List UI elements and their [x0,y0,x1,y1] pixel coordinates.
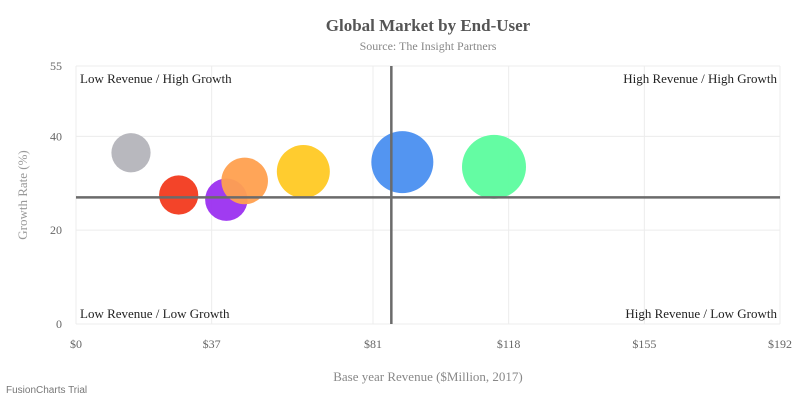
x-tick-label: $37 [203,337,221,351]
watermark: FusionCharts Trial [6,385,87,396]
x-tick-label: $0 [70,337,82,351]
x-axis-ticks: $0 $37 $81 $118 $155 $192 [70,337,792,351]
bubble-point [371,131,434,194]
x-tick-label: $118 [497,337,521,351]
y-tick-label: 0 [56,317,62,331]
quadrant-lines [76,66,780,324]
y-tick-label: 40 [50,129,62,143]
x-axis-title: Base year Revenue ($Million, 2017) [333,369,523,384]
bubble-point [276,145,330,199]
y-tick-label: 55 [50,59,62,73]
bubble-point [159,175,199,215]
bubble-point [221,157,268,205]
quadrant-label-top-left: Low Revenue / High Growth [80,71,232,86]
quadrant-label-top-right: High Revenue / High Growth [623,71,777,86]
bubble-point [462,134,526,199]
y-gridlines [76,65,780,325]
quadrant-label-bottom-right: High Revenue / Low Growth [625,306,777,321]
bubble-point [111,133,151,173]
chart-subtitle: Source: The Insight Partners [360,39,497,53]
chart-title: Global Market by End-User [326,16,531,35]
y-axis-ticks: 0 20 40 55 [50,59,62,331]
y-tick-label: 20 [50,223,62,237]
y-axis-title: Growth Rate (%) [15,150,30,240]
bubble-series [111,131,526,221]
x-tick-label: $192 [768,337,792,351]
x-tick-label: $81 [364,337,382,351]
quadrant-label-bottom-left: Low Revenue / Low Growth [80,306,230,321]
x-tick-label: $155 [632,337,656,351]
